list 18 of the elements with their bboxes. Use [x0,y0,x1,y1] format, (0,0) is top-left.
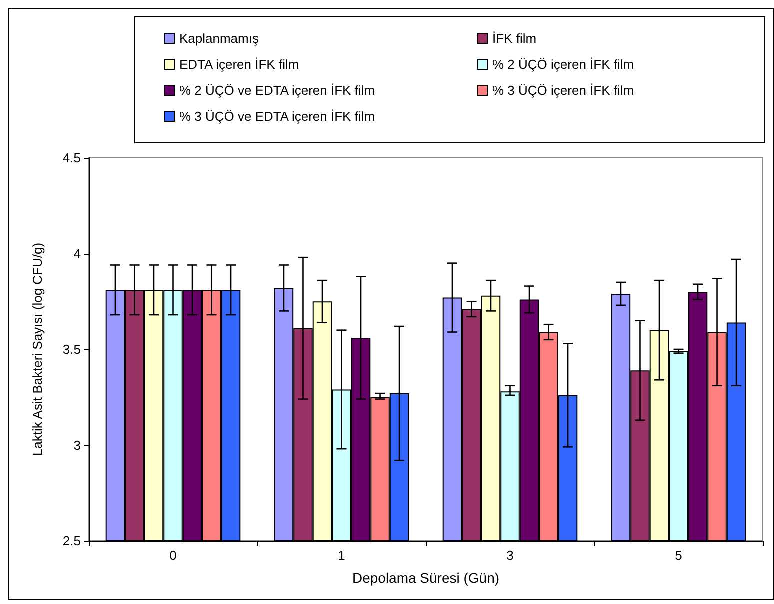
x-tick-label: 1 [338,548,346,563]
y-tick-label: 3.5 [62,342,81,357]
y-axis-title: Laktik Asit Bakteri Sayısı (log CFU/g) [30,242,45,456]
legend-label: % 3 ÜÇÖ ve EDTA içeren İFK film [180,109,376,124]
legend-label: % 3 ÜÇÖ içeren İFK film [492,83,634,98]
y-tick-label: 4 [74,246,81,262]
x-axis-title: Depolama Süresi (Gün) [352,570,500,586]
legend-label: Kaplanmamış [180,31,260,46]
legend-label: EDTA içeren İFK film [180,57,300,72]
y-tick-label: 2.5 [62,534,81,548]
legend-label: İFK film [492,31,537,46]
legend-label: % 2 ÜÇÖ ve EDTA içeren İFK film [180,83,376,98]
legend-label: % 2 ÜÇÖ içeren İFK film [492,57,634,72]
y-tick-label: 4.5 [62,150,81,166]
x-tick-label: 5 [675,548,682,563]
x-tick-label: 3 [506,548,514,563]
y-tick-label: 3 [74,438,81,453]
x-tick-label: 0 [170,548,177,563]
